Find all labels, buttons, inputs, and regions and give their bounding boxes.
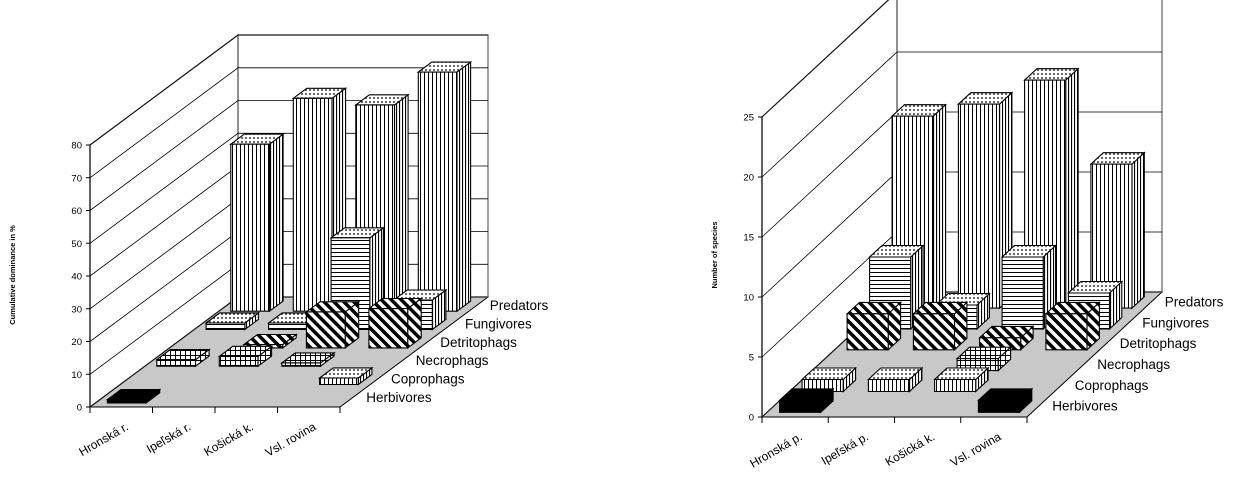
y-tick-label: 0 [749, 413, 754, 424]
bar-detritophags-ipelska-p [911, 301, 969, 352]
bar-side-face [268, 133, 284, 313]
series-label-coprophags: Coprophags [391, 372, 465, 387]
y-tick-label: 25 [743, 113, 754, 124]
y-axis-label: Number of species [710, 221, 719, 288]
bar-detritophags-kosicka-k [978, 325, 1035, 352]
bar-front-face [1045, 313, 1088, 351]
y-tick-label: 50 [71, 239, 82, 250]
bar-front-face [934, 378, 977, 393]
bar-front-face [218, 355, 259, 367]
bar-herbivores-hronska-p [778, 387, 835, 414]
x-tick-label-vsl-rovina: Vsl. rovina [263, 419, 319, 459]
bar-front-face [1001, 256, 1044, 330]
bar-front-face [305, 311, 346, 349]
gridline [89, 67, 488, 179]
y-tick-label: 10 [71, 370, 82, 381]
bar-side-face [393, 93, 409, 313]
series-label-coprophags: Coprophags [1075, 378, 1149, 393]
bar-front-face [106, 399, 147, 404]
bar-detritophags-vsl-rovina [1044, 301, 1101, 352]
bar-side-face [1065, 67, 1079, 310]
bar-side-face [456, 61, 472, 313]
series-label-predators: Predators [490, 298, 549, 313]
bar-front-face [957, 103, 1001, 309]
bar-fungivores-hronska-r [204, 311, 261, 331]
bar-coprophags-ipelska-p [866, 366, 924, 393]
bar-detritophags-hronska-p [845, 301, 903, 352]
y-tick-label: 10 [743, 293, 754, 304]
bar-coprophags-vsl-rovina [317, 366, 374, 386]
bar-front-face [417, 71, 458, 312]
gridline [761, 51, 1162, 178]
x-tick-label-ipelska-r: Ipeľská r. [144, 419, 193, 456]
bar-front-face [268, 322, 308, 331]
bar-predators-vsl-rovina [416, 61, 473, 313]
chart-cumulative-dominance: 0 10 20 30 40 50 60 70 80 Cumulative dominance in… [8, 33, 549, 460]
bar-herbivores-hronska-r [105, 388, 162, 404]
bar-front-face [156, 359, 197, 367]
y-tick-label: 20 [743, 173, 754, 184]
bar-front-face [319, 377, 359, 386]
series-label-necrophags: Necrophags [1097, 357, 1170, 372]
y-tick-label: 5 [749, 353, 754, 364]
chart-number-of-species: 0 5 10 15 20 25 Number of species Hronská p. Ipe… [710, 0, 1224, 471]
bar-detritophags-kosicka-k [304, 300, 361, 349]
series-label-herbivores: Herbivores [366, 390, 432, 405]
series-label-fungivores: Fungivores [1142, 315, 1209, 330]
y-tick-label: 0 [77, 403, 82, 414]
bar-front-face [205, 322, 246, 331]
bar-front-face [846, 313, 889, 351]
y-tick-label: 60 [71, 206, 82, 217]
bar-coprophags-hronska-p [800, 366, 858, 393]
y-tick-label: 40 [71, 272, 82, 283]
gridline [761, 0, 889, 118]
series-label-detritophags: Detritophags [1120, 336, 1197, 351]
y-tick-label: 70 [71, 173, 82, 184]
bar-necrophags-ipelska-r [217, 345, 274, 368]
x-tick-label-hronska-p: Hronská p. [747, 429, 804, 470]
series-label-predators: Predators [1165, 294, 1224, 309]
series-label-detritophags: Detritophags [440, 335, 517, 350]
bar-front-face [977, 399, 1021, 413]
x-tick-label-vsl-rovina: Vsl. rovina [948, 429, 1004, 469]
bar-front-face [281, 362, 322, 367]
gridline [89, 34, 488, 146]
y-tick-label: 80 [71, 141, 82, 152]
bar-front-face [867, 378, 911, 393]
bar-front-face [368, 308, 409, 349]
bar-front-face [230, 143, 271, 312]
bar-front-face [779, 399, 822, 413]
x-tick-label-kosicka-k: Košická k. [883, 429, 937, 468]
x-tick-label-hronska-r: Hronská r. [76, 419, 130, 458]
y-tick-label: 15 [743, 233, 754, 244]
bar-necrophags-kosicka-k [955, 345, 1013, 372]
series-label-necrophags: Necrophags [416, 353, 489, 368]
bar-necrophags-hronska-r [155, 348, 211, 368]
y-axis-label: Cumulative dominance in % [8, 225, 17, 325]
bar-predators-vsl-rovina [1089, 151, 1146, 310]
x-tick-label-kosicka-k: Košická k. [201, 419, 255, 458]
series-label-fungivores: Fungivores [465, 317, 532, 332]
y-tick-label: 20 [71, 337, 82, 348]
x-tick-label-ipelska-p: Ipeľská p. [819, 429, 871, 467]
bar-necrophags-kosicka-k [280, 351, 336, 368]
bar-front-face [912, 313, 956, 351]
bar-predators-hronska-r [229, 133, 285, 313]
bar-coprophags-kosicka-k [933, 366, 990, 393]
series-label-herbivores: Herbivores [1052, 399, 1118, 414]
bar-herbivores-vsl-rovina [976, 387, 1034, 414]
bar-front-face [292, 97, 333, 312]
bar-side-face [932, 103, 947, 310]
bar-detritophags-vsl-rovina [367, 297, 423, 349]
y-tick-label: 30 [71, 304, 82, 315]
bar-side-face [1131, 151, 1145, 310]
